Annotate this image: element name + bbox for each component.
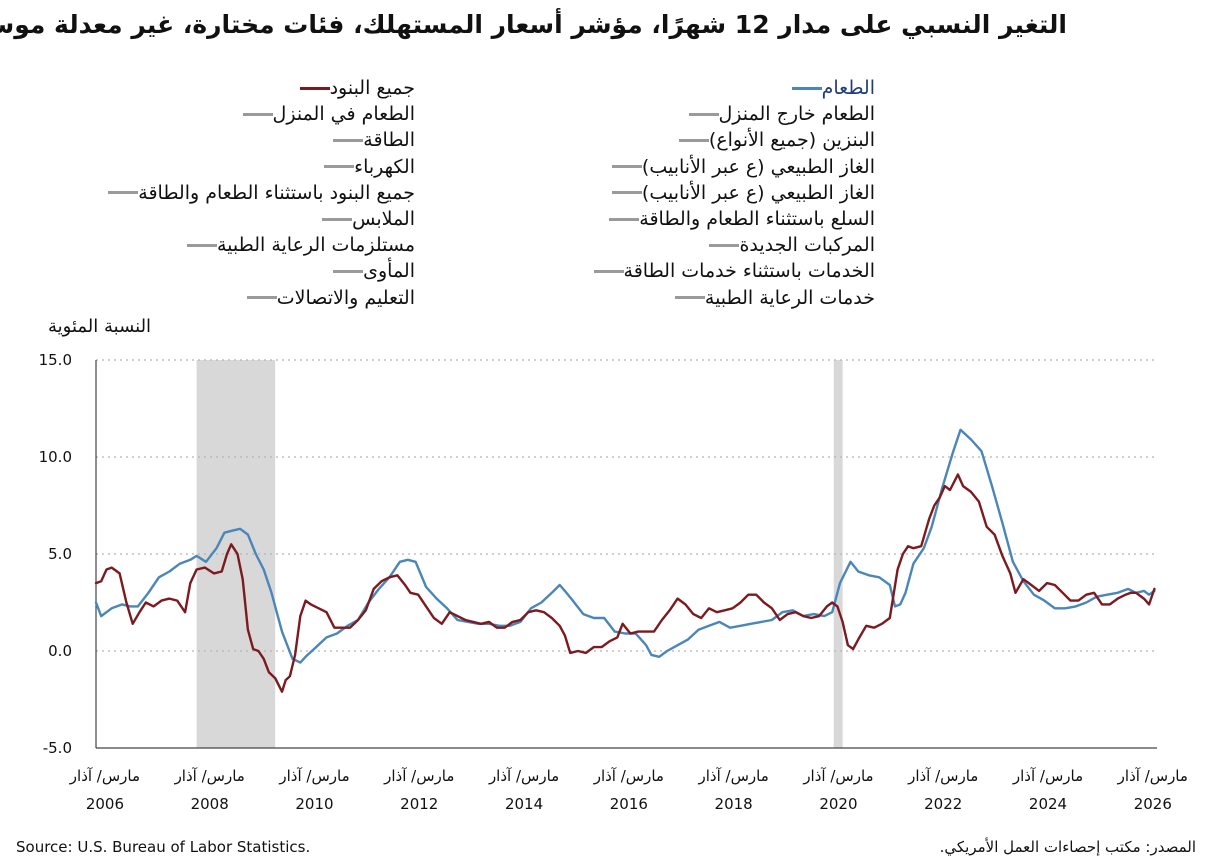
legend-label: الملابس: [352, 208, 415, 230]
legend-item-right-5[interactable]: السلع باستثناء الطعام والطاقة: [601, 206, 875, 232]
x-tick-month-3: مارس/ آذار: [383, 767, 454, 785]
legend-swatch: [709, 243, 740, 247]
legend-swatch: [333, 138, 364, 142]
legend-label: خدمات الرعاية الطبية: [704, 286, 875, 309]
x-tick-labels: مارس/ آذار 2006 مارس/ آذار 2008 مارس/ آذار 20…: [69, 767, 1188, 813]
legend-label: الطعام: [821, 77, 875, 99]
legend-label: جميع البنود باستثناء الطعام والطاقة: [138, 181, 415, 204]
legend-swatch: [674, 296, 705, 300]
recession-band-1: [833, 360, 843, 748]
data-series: [94, 428, 1156, 693]
y-tick-labels: 15.0 10.0 5.0 0.0 -5.0: [39, 351, 72, 757]
legend-label: الغاز الطبيعي (ع عبر الأنابيب): [641, 155, 875, 178]
x-tick-year-3: 2012: [400, 795, 438, 813]
legend-item-right-0[interactable]: الطعام: [784, 75, 875, 101]
legend-swatch: [609, 217, 640, 221]
x-tick-year-9: 2024: [1029, 795, 1067, 813]
legend-item-right-4[interactable]: الغاز الطبيعي (ع عبر الأنابيب): [604, 180, 875, 206]
legend-label: المأوى: [363, 260, 415, 283]
x-tick-month-8: مارس/ آذار: [907, 767, 978, 785]
legend-item-left-8[interactable]: التعليم والاتصالات: [239, 285, 415, 311]
x-tick-year-5: 2016: [610, 795, 648, 813]
legend-swatch: [324, 165, 355, 169]
legend-label: الطاقة: [363, 129, 415, 152]
x-tick-year-1: 2008: [191, 795, 229, 813]
y-tick-label-3: 0.0: [48, 642, 72, 660]
x-tick-year-8: 2022: [924, 795, 962, 813]
legend-label: المركبات الجديدة: [739, 234, 875, 257]
legend-swatch: [242, 112, 273, 116]
y-tick-label-2: 5.0: [48, 545, 72, 563]
source-arabic: المصدر: مكتب إحصاءات العمل الأمريكي.: [939, 838, 1196, 856]
legend-label: الكهرباء: [354, 155, 415, 178]
legend-label: الطعام خارج المنزل: [718, 103, 876, 126]
legend-swatch: [246, 296, 277, 300]
x-tick-month-0: مارس/ آذار: [69, 767, 140, 785]
legend-label: السلع باستثناء الطعام والطاقة: [639, 208, 875, 230]
legend-label: التعليم والاتصالات: [276, 286, 415, 309]
legend-label: البنزين (جميع الأنواع): [708, 129, 875, 152]
legend-swatch: [611, 165, 642, 169]
legend-item-left-6[interactable]: مستلزمات الرعاية الطبية: [179, 232, 415, 258]
legend-item-right-3[interactable]: الغاز الطبيعي (ع عبر الأنابيب): [604, 154, 875, 180]
legend-item-left-5[interactable]: الملابس: [314, 206, 415, 232]
legend-item-right-1[interactable]: الطعام خارج المنزل: [681, 101, 876, 127]
legend-item-right-6[interactable]: المركبات الجديدة: [701, 232, 875, 258]
x-tick-year-2: 2010: [295, 795, 333, 813]
axes: [95, 360, 1157, 749]
legend-swatch: [791, 86, 822, 90]
legend-item-left-2[interactable]: الطاقة: [325, 127, 415, 153]
x-tick-year-4: 2014: [505, 795, 543, 813]
y-tick-label-1: 10.0: [39, 448, 72, 466]
legend-label: الطعام في المنزل: [272, 103, 415, 126]
legend-label: جميع البنود: [329, 77, 415, 99]
legend-label: مستلزمات الرعاية الطبية: [216, 234, 415, 257]
x-tick-year-7: 2020: [819, 795, 857, 813]
legend-item-left-3[interactable]: الكهرباء: [316, 154, 415, 180]
x-tick-month-2: مارس/ آذار: [278, 767, 349, 785]
legend-swatch: [108, 191, 139, 195]
legend-item-left-0[interactable]: جميع البنود: [292, 75, 415, 101]
x-tick-month-1: مارس/ آذار: [174, 767, 245, 785]
legend-item-right-2[interactable]: البنزين (جميع الأنواع): [671, 127, 875, 153]
y-axis-label: النسبة المئوية: [48, 316, 152, 337]
legend-item-left-1[interactable]: الطعام في المنزل: [235, 101, 415, 127]
y-tick-label-0: 15.0: [39, 351, 72, 369]
x-tick-year-6: 2018: [715, 795, 753, 813]
x-tick-year-10: 2026: [1134, 795, 1172, 813]
legend-swatch: [688, 112, 719, 116]
legend-swatch: [593, 269, 624, 273]
legend-swatch: [333, 269, 364, 273]
series-line-0: [94, 473, 1156, 693]
legend-item-right-8[interactable]: خدمات الرعاية الطبية: [667, 285, 875, 311]
legend-item-left-7[interactable]: المأوى: [325, 258, 415, 284]
legend-label: الغاز الطبيعي (ع عبر الأنابيب): [641, 181, 875, 204]
series-line-1: [94, 428, 1156, 664]
y-tick-label-4: -5.0: [43, 739, 72, 757]
source-english: Source: U.S. Bureau of Labor Statistics.: [16, 838, 311, 856]
x-tick-month-6: مارس/ آذار: [698, 767, 769, 785]
legend-swatch: [299, 86, 330, 90]
legend-swatch: [678, 138, 709, 142]
x-tick-month-4: مارس/ آذار: [488, 767, 559, 785]
x-tick-month-7: مارس/ آذار: [802, 767, 873, 785]
x-tick-month-9: مارس/ آذار: [1012, 767, 1083, 785]
legend-swatch: [186, 243, 217, 247]
legend-item-left-4[interactable]: جميع البنود باستثناء الطعام والطاقة: [100, 180, 415, 206]
legend-swatch: [322, 217, 353, 221]
x-tick-month-5: مارس/ آذار: [593, 767, 664, 785]
legend-label: الخدمات باستثناء خدمات الطاقة: [623, 260, 875, 283]
legend-swatch: [611, 191, 642, 195]
x-tick-month-10: مارس/ آذار: [1117, 767, 1188, 785]
legend-item-right-7[interactable]: الخدمات باستثناء خدمات الطاقة: [586, 258, 875, 284]
x-tick-year-0: 2006: [86, 795, 124, 813]
chart-title: التغير النسبي على مدار 12 شهرًا، مؤشر أس…: [0, 10, 1067, 39]
